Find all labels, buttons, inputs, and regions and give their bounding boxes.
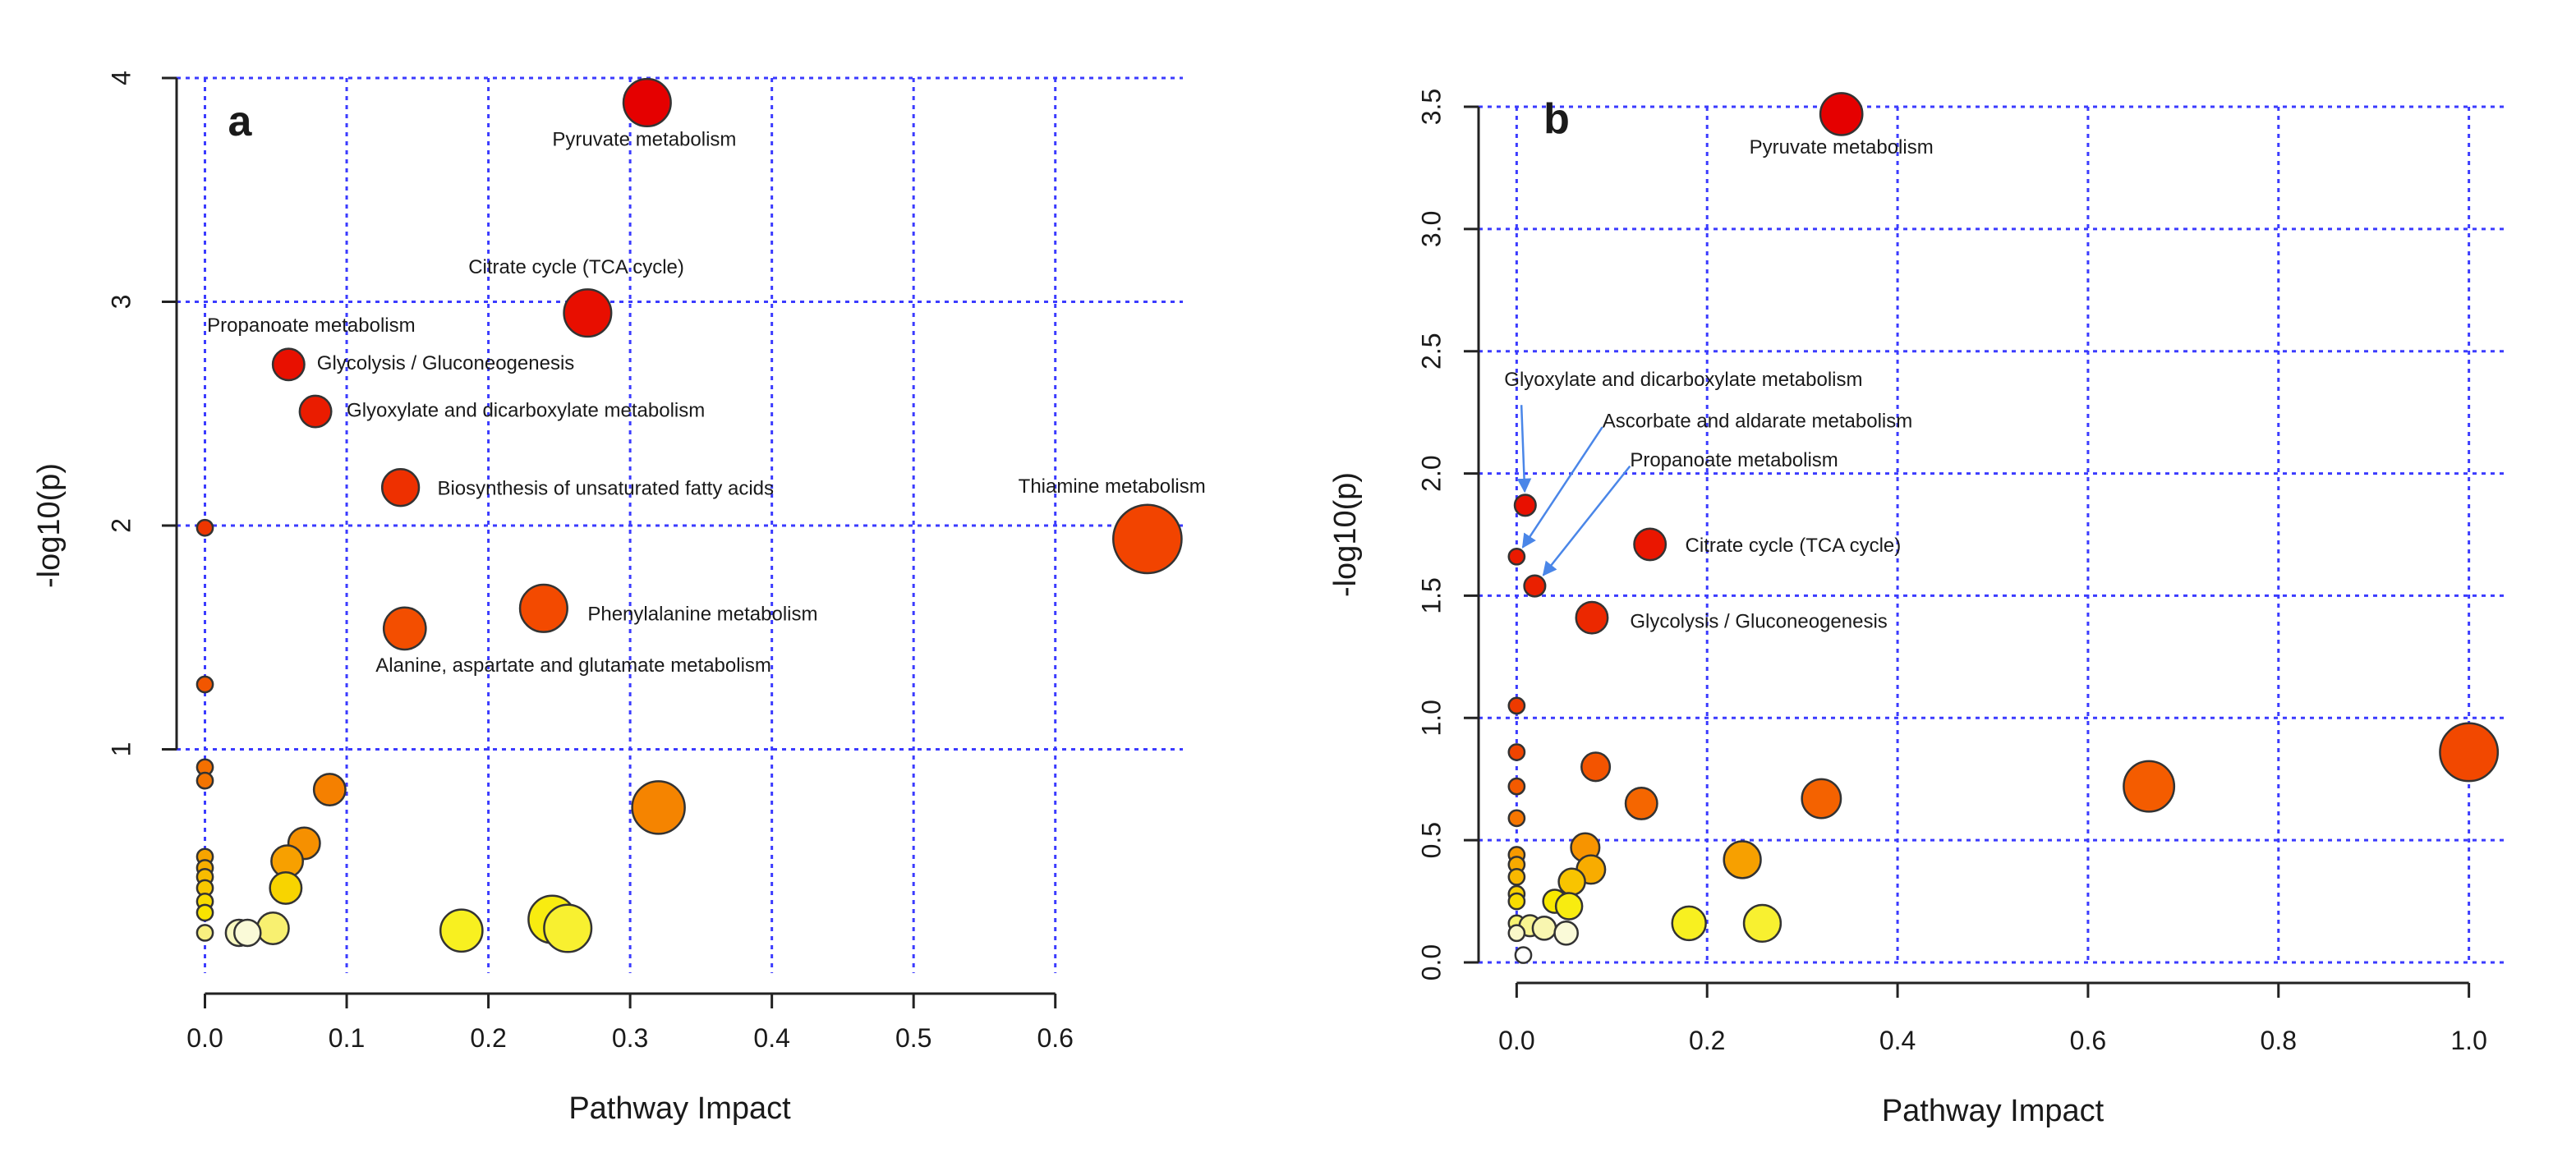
data-point (312, 773, 347, 806)
data-point (269, 871, 303, 905)
y-tick-label: 1.0 (1416, 700, 1446, 736)
x-tick-label: 0.4 (1879, 1026, 1916, 1055)
data-point (622, 77, 672, 128)
x-tick-label: 0.0 (1498, 1026, 1534, 1055)
point-label: Propanoate metabolism (1630, 449, 1838, 471)
data-point (1507, 777, 1526, 796)
y-axis-title: -log10(p) (1328, 472, 1363, 597)
x-tick-label: 1.0 (2450, 1026, 2486, 1055)
y-tick-label: 0.0 (1416, 944, 1446, 980)
data-point (1507, 809, 1526, 828)
data-point (518, 583, 568, 633)
data-point (1523, 574, 1547, 598)
data-point (1507, 924, 1526, 943)
point-label: Pyruvate metabolism (1750, 136, 1934, 158)
data-point (1507, 867, 1526, 886)
x-tick-label: 0.3 (612, 1023, 648, 1053)
y-tick-label: 1.5 (1416, 577, 1446, 613)
annotation-arrow (1521, 426, 1603, 549)
annotation-arrow (1516, 405, 1532, 494)
y-tick-label: 4 (106, 71, 136, 85)
data-point (1514, 946, 1533, 964)
data-point (1507, 696, 1526, 715)
x-tick-label: 0.0 (186, 1023, 223, 1053)
x-tick-label: 0.2 (1689, 1026, 1725, 1055)
data-point (1801, 778, 1842, 820)
data-point (563, 288, 613, 338)
data-point (1723, 840, 1762, 879)
chart-panel-b: 0.0 0.5 1.0 1.5 2.0 2.5 3.0 3.5 0.0 0.2 0.4 0.6 0.8 1… (1328, 89, 2507, 1128)
data-point (1554, 892, 1584, 921)
data-point (271, 347, 306, 382)
panel-letter: a (228, 98, 253, 145)
data-point (196, 771, 214, 790)
data-point (196, 675, 214, 694)
data-point (196, 518, 214, 537)
data-point (1633, 527, 1668, 562)
point-label: Glyoxylate and dicarboxylate metabolism (347, 399, 705, 421)
data-point (631, 780, 686, 835)
data-point (1513, 494, 1537, 517)
x-tick-label: 0.2 (470, 1023, 506, 1053)
x-tick-label: 0.5 (895, 1023, 932, 1053)
point-label: Glycolysis / Gluconeogenesis (317, 352, 574, 374)
data-point (1112, 503, 1183, 575)
point-label: Phenylalanine metabolism (587, 603, 817, 625)
y-axis-title: -log10(p) (32, 463, 67, 588)
data-point (298, 394, 333, 429)
data-point (1742, 903, 1782, 944)
data-point (2439, 722, 2500, 783)
data-point (2123, 760, 2176, 813)
data-point (196, 903, 214, 922)
data-point (382, 606, 427, 651)
point-label: Ascorbate and aldarate metabolism (1603, 410, 1913, 432)
point-label: Citrate cycle (TCA cycle) (1686, 535, 1902, 557)
x-axis-title: Pathway Impact (568, 1091, 791, 1126)
data-point (1531, 915, 1557, 941)
data-point (439, 908, 484, 953)
x-axis-title: Pathway Impact (1882, 1094, 2104, 1128)
x-tick-label: 0.1 (329, 1023, 365, 1053)
data-point (1507, 892, 1526, 911)
data-point (255, 912, 290, 945)
data-point (196, 924, 214, 942)
point-label: Thiamine metabolism (1019, 475, 1206, 498)
x-tick-label: 0.8 (2261, 1026, 2297, 1055)
point-label: Biosynthesis of unsaturated fatty acids (437, 478, 774, 500)
y-tick-label: 3.5 (1416, 89, 1446, 125)
annotation-arrow (1542, 465, 1631, 576)
point-label: Propanoate metabolism (207, 315, 415, 337)
y-tick-label: 2.0 (1416, 455, 1446, 491)
point-label: Glycolysis / Gluconeogenesis (1630, 611, 1887, 633)
y-tick-label: 2.5 (1416, 333, 1446, 369)
data-point (233, 918, 262, 948)
data-point (1575, 600, 1609, 635)
data-point (543, 903, 593, 953)
point-label: Alanine, aspartate and glutamate metabol… (375, 654, 771, 677)
y-tick-label: 2 (106, 518, 136, 533)
point-label: Glyoxylate and dicarboxylate metabolism (1504, 369, 1862, 391)
data-point (380, 468, 421, 507)
y-tick-label: 0.5 (1416, 822, 1446, 858)
data-point (1819, 92, 1864, 136)
data-point (1507, 743, 1526, 761)
data-point (1553, 920, 1579, 946)
data-point (1624, 787, 1658, 820)
data-point (1557, 867, 1586, 897)
data-point (1507, 547, 1526, 566)
data-point (1580, 751, 1612, 783)
y-tick-label: 3 (106, 295, 136, 310)
data-point (1671, 905, 1707, 942)
panel-letter: b (1543, 95, 1570, 143)
x-tick-label: 0.6 (1037, 1023, 1073, 1053)
x-tick-label: 0.6 (2070, 1026, 2106, 1055)
y-tick-label: 1 (106, 742, 136, 757)
y-tick-label: 3.0 (1416, 211, 1446, 247)
point-label: Pyruvate metabolism (552, 129, 736, 151)
chart-panel-a: 1 2 3 4 0.0 0.1 0.2 0.3 0.4 0.5 0.6 Pathway Impact -… (32, 71, 1206, 1126)
point-label: Citrate cycle (TCA cycle) (468, 256, 684, 278)
x-tick-label: 0.4 (753, 1023, 789, 1053)
